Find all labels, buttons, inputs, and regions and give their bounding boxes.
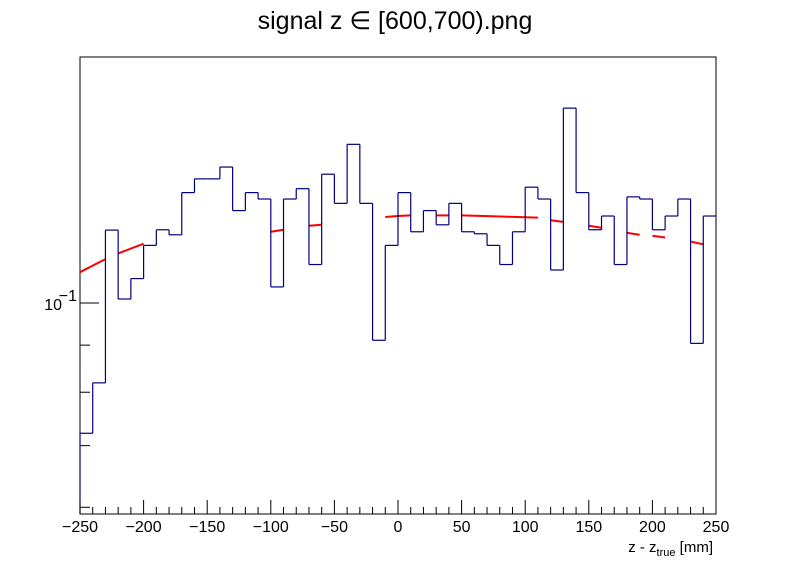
histogram-series	[79, 107, 716, 514]
x-tick-label: 50	[453, 519, 471, 536]
fit-segment	[690, 240, 704, 246]
fit-segment	[270, 228, 284, 233]
x-tick-label: −100	[253, 519, 289, 536]
fit-segment	[79, 258, 106, 274]
x-tick-label: −150	[189, 519, 225, 536]
x-tick-label: 150	[575, 519, 602, 536]
y-tick-label-exponent: −1	[59, 288, 77, 305]
fit-curve	[79, 214, 704, 274]
x-axis-label-main: z - z	[628, 539, 656, 556]
y-tick-label: 10	[44, 297, 62, 314]
x-tick-label: 100	[512, 519, 539, 536]
fit-segment	[652, 234, 666, 239]
x-axis-label-unit: [mm]	[676, 539, 714, 556]
plot-frame	[79, 56, 717, 515]
fit-segment	[385, 215, 399, 218]
fit-segment	[308, 223, 322, 227]
x-axis: −250 −200 −150 −100 −50 0 50 100 150 200 250	[62, 500, 729, 536]
fit-segment	[550, 219, 564, 223]
x-axis-label-sub: true	[657, 547, 676, 559]
x-tick-label: 200	[639, 519, 666, 536]
x-tick-label: 250	[703, 519, 730, 536]
x-tick-label: 0	[394, 519, 403, 536]
fit-segment	[588, 224, 602, 229]
x-axis-label: z - ztrue [mm]	[628, 539, 713, 559]
x-tick-label: −250	[62, 519, 98, 536]
chart-title: signal z ∈ [600,700).png	[258, 7, 533, 35]
fit-segment	[626, 231, 640, 236]
y-axis: 10−1	[44, 288, 99, 508]
x-tick-label: −200	[126, 519, 162, 536]
fit-segment	[117, 242, 144, 255]
fit-segment	[397, 214, 411, 217]
x-tick-label: −50	[321, 519, 348, 536]
